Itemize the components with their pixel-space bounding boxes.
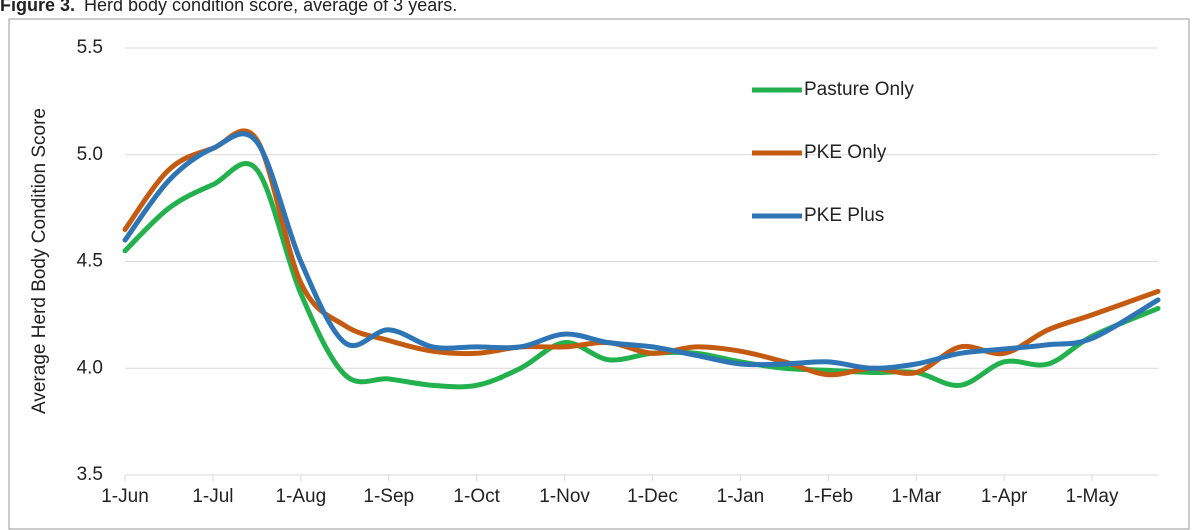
y-tick-label: 4.0 — [77, 357, 103, 378]
x-tick-label: 1-Apr — [981, 486, 1028, 507]
x-tick-label: 1-Jun — [101, 486, 149, 507]
chart-title: Herd body condition score, average of 3 … — [84, 0, 457, 15]
legend-label: Pasture Only — [804, 79, 914, 100]
legend-label: PKE Only — [804, 142, 887, 163]
y-tick-label: 4.5 — [77, 251, 103, 272]
series-line — [122, 161, 1161, 390]
x-tick-label: 1-Mar — [891, 486, 941, 507]
legend-label: PKE Plus — [804, 205, 884, 226]
series-line — [122, 128, 1161, 378]
y-tick-label: 5.0 — [77, 144, 103, 165]
x-tick-label: 1-Feb — [803, 486, 853, 507]
y-tick-label: 3.5 — [77, 464, 103, 485]
x-tick-label: 1-Jul — [192, 486, 233, 507]
figure-label: Figure 3. — [0, 0, 75, 15]
y-tick-label: 5.5 — [77, 37, 103, 58]
x-tick-label: 1-Sep — [363, 486, 414, 507]
x-tick-label: 1-May — [1066, 486, 1119, 507]
x-tick-label: 1-Nov — [539, 486, 590, 507]
x-tick-label: 1-Dec — [627, 486, 678, 507]
series-line — [122, 131, 1161, 371]
x-tick-label: 1-Aug — [275, 486, 326, 507]
x-tick-label: 1-Jan — [717, 486, 765, 507]
y-axis-title: Average Herd Body Condition Score — [29, 108, 50, 414]
x-tick-label: 1-Oct — [453, 486, 500, 507]
chart-border — [8, 18, 1190, 530]
